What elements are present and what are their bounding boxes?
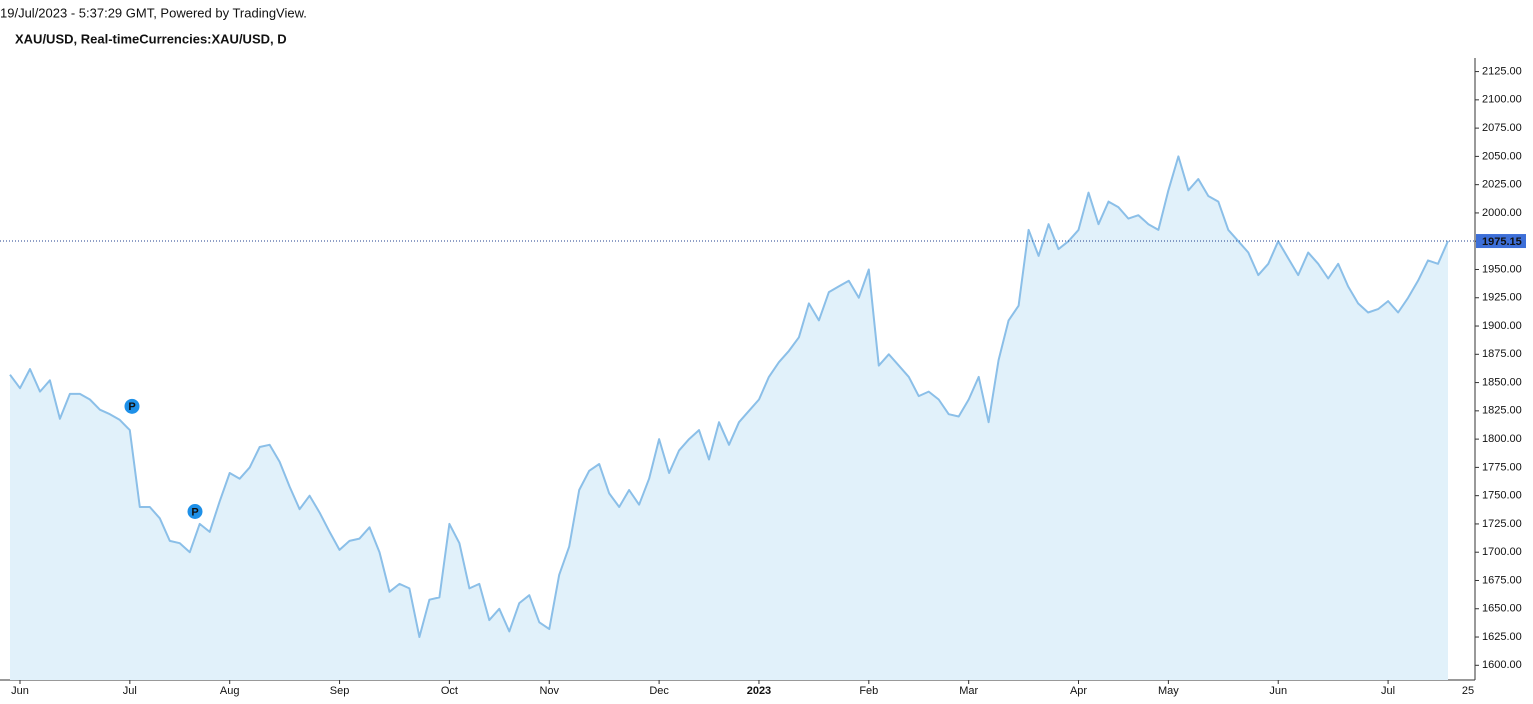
y-tick-label: 1775.00: [1482, 461, 1522, 473]
y-tick-label: 2000.00: [1482, 207, 1522, 219]
y-tick-label: 1600.00: [1482, 659, 1522, 671]
x-tick-label: Mar: [959, 685, 978, 697]
last-price-box: [1476, 234, 1526, 249]
symbol-title: XAU/USD, Real-timeCurrencies:XAU/USD, D: [15, 31, 287, 46]
y-tick-label: 1725.00: [1482, 518, 1522, 530]
y-tick-label: 1625.00: [1482, 631, 1522, 643]
x-tick-label: 25: [1462, 685, 1474, 697]
timestamp: 19/Jul/2023 - 5:37:29 GMT, Powered by Tr…: [0, 5, 307, 20]
x-tick-label: Jul: [123, 685, 137, 697]
y-tick-label: 1825.00: [1482, 405, 1522, 417]
x-tick-label: Aug: [220, 685, 240, 697]
x-tick-label: Feb: [859, 685, 878, 697]
y-tick-label: 1700.00: [1482, 546, 1522, 558]
y-tick-label: 1675.00: [1482, 574, 1522, 586]
y-tick-label: 1925.00: [1482, 292, 1522, 304]
x-tick-label: Dec: [649, 685, 669, 697]
y-tick-label: 1850.00: [1482, 376, 1522, 388]
y-tick-label: 2050.00: [1482, 150, 1522, 162]
x-tick-label: Oct: [441, 685, 458, 697]
price-line: [9, 155, 1449, 638]
x-tick-label: Sep: [330, 685, 350, 697]
y-tick-label: 1900.00: [1482, 320, 1522, 332]
event-marker-label: P: [191, 506, 198, 518]
event-marker-label: P: [128, 401, 135, 413]
area-fill: [10, 156, 1448, 680]
y-tick-label: 2100.00: [1482, 94, 1522, 106]
y-tick-label: 2075.00: [1482, 122, 1522, 134]
event-marker: [123, 397, 141, 415]
x-tick-label: May: [1158, 685, 1179, 697]
event-marker: [186, 502, 204, 520]
y-tick-label: 2125.00: [1482, 65, 1522, 77]
y-tick-label: 1650.00: [1482, 603, 1522, 615]
x-tick-label: 2023: [747, 685, 771, 697]
x-tick-label: Jun: [1269, 685, 1287, 697]
y-tick-label: 1750.00: [1482, 490, 1522, 502]
last-price-label: 1975.15: [1482, 236, 1522, 248]
x-tick-label: Apr: [1070, 685, 1087, 697]
x-tick-label: Nov: [539, 685, 559, 697]
x-tick-label: Jul: [1381, 685, 1395, 697]
y-tick-label: 2025.00: [1482, 179, 1522, 191]
x-tick-label: Jun: [11, 685, 29, 697]
y-tick-label: 1950.00: [1482, 263, 1522, 275]
y-tick-label: 1800.00: [1482, 433, 1522, 445]
y-tick-label: 1875.00: [1482, 348, 1522, 360]
